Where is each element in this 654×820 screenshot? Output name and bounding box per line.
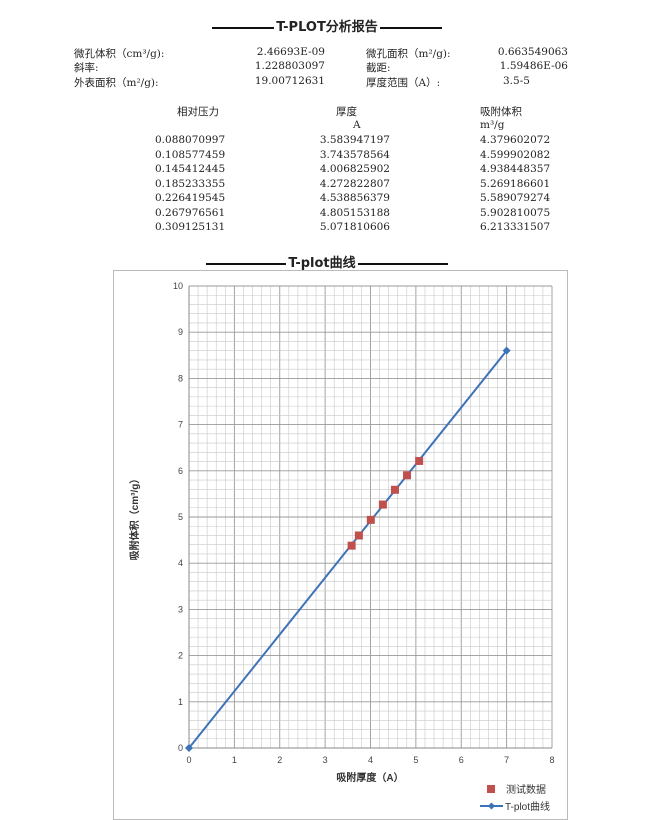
column-header: 吸附体积	[480, 106, 522, 118]
x-tick-label: 3	[323, 755, 328, 765]
summary-value: 2.46693E-09	[256, 46, 325, 58]
y-tick-label: 6	[178, 466, 183, 476]
y-tick-label: 0	[178, 743, 183, 753]
table-cell: 4.538856379	[319, 192, 390, 204]
table-cell: 5.071810606	[319, 221, 390, 233]
data-point	[415, 456, 424, 465]
table-cell: 5.589079274	[480, 192, 551, 204]
x-tick-label: 1	[232, 755, 237, 765]
column-header: 相对压力	[177, 106, 219, 118]
y-tick-label: 7	[178, 420, 183, 430]
column-unit: A	[353, 119, 361, 131]
column-unit: m³/g	[480, 119, 505, 131]
table-cell: 0.088070997	[155, 134, 226, 146]
summary-value: 1.59486E-06	[499, 60, 568, 72]
y-tick-label: 8	[178, 373, 183, 383]
table-cell: 3.743578564	[319, 148, 390, 161]
table-cell: 0.267976561	[155, 206, 226, 219]
x-tick-label: 0	[186, 755, 191, 765]
chart-title: T-plot曲线	[0, 252, 654, 271]
data-point	[390, 485, 399, 494]
y-tick-label: 5	[178, 512, 183, 522]
table-cell: 4.379602072	[480, 134, 551, 146]
x-tick-label: 5	[413, 755, 418, 765]
table-cell: 4.006825902	[319, 163, 390, 175]
summary-label: 微孔体积（cm³/g):	[74, 48, 165, 60]
x-tick-label: 6	[459, 755, 464, 765]
data-point	[378, 500, 387, 509]
summary-label: 外表面积（m²/g):	[74, 77, 159, 89]
summary-label: 微孔面积（m²/g):	[366, 48, 451, 60]
summary-value: 19.00712631	[254, 75, 325, 87]
x-axis-label: 吸附厚度（A）	[336, 771, 403, 784]
table-cell: 4.599902082	[480, 148, 551, 161]
x-tick-label: 4	[368, 755, 373, 765]
table-cell: 4.805153188	[319, 206, 390, 219]
legend-label-tplot: T-plot曲线	[505, 800, 550, 813]
summary-label: 截距:	[366, 62, 391, 74]
summary-value: 1.228803097	[254, 60, 325, 72]
y-tick-label: 3	[178, 604, 183, 614]
data-point	[347, 541, 356, 550]
y-tick-label: 4	[178, 558, 183, 568]
column-header: 厚度	[336, 106, 357, 118]
y-axis-label: 吸附体积（cm³/g）	[128, 474, 141, 561]
summary-label: 厚度范围（A）:	[366, 77, 441, 89]
table-cell: 0.185233355	[155, 177, 226, 190]
legend-marker-test-data	[487, 785, 495, 793]
y-tick-label: 1	[178, 697, 183, 707]
legend-marker-tplot	[488, 802, 495, 810]
y-tick-label: 10	[173, 281, 183, 291]
legend-label-test-data: 测试数据	[506, 783, 546, 796]
table-cell: 0.226419545	[155, 192, 226, 204]
table-cell: 0.108577459	[155, 148, 226, 161]
table-cell: 3.583947197	[319, 134, 390, 146]
table-cell: 0.145412445	[155, 163, 226, 175]
x-tick-label: 7	[504, 755, 509, 765]
summary-label: 斜率:	[74, 62, 99, 74]
data-point	[354, 531, 363, 540]
report-title: T-PLOT分析报告	[0, 16, 654, 35]
line-marker	[185, 744, 193, 752]
table-cell: 6.213331507	[480, 221, 551, 233]
y-tick-label: 2	[178, 651, 183, 661]
summary-value: 3.5-5	[503, 75, 530, 87]
table-cell: 5.902810075	[480, 206, 551, 219]
data-point	[366, 515, 375, 524]
data-point	[403, 471, 412, 480]
x-tick-label: 2	[277, 755, 282, 765]
table-cell: 0.309125131	[155, 221, 226, 233]
y-tick-label: 9	[178, 327, 183, 337]
table-cell: 4.938448357	[480, 163, 551, 175]
table-cell: 5.269186601	[480, 177, 551, 190]
summary-value: 0.663549063	[497, 46, 568, 58]
line-marker	[502, 346, 511, 355]
table-cell: 4.272822807	[319, 177, 390, 190]
x-tick-label: 8	[549, 755, 554, 765]
